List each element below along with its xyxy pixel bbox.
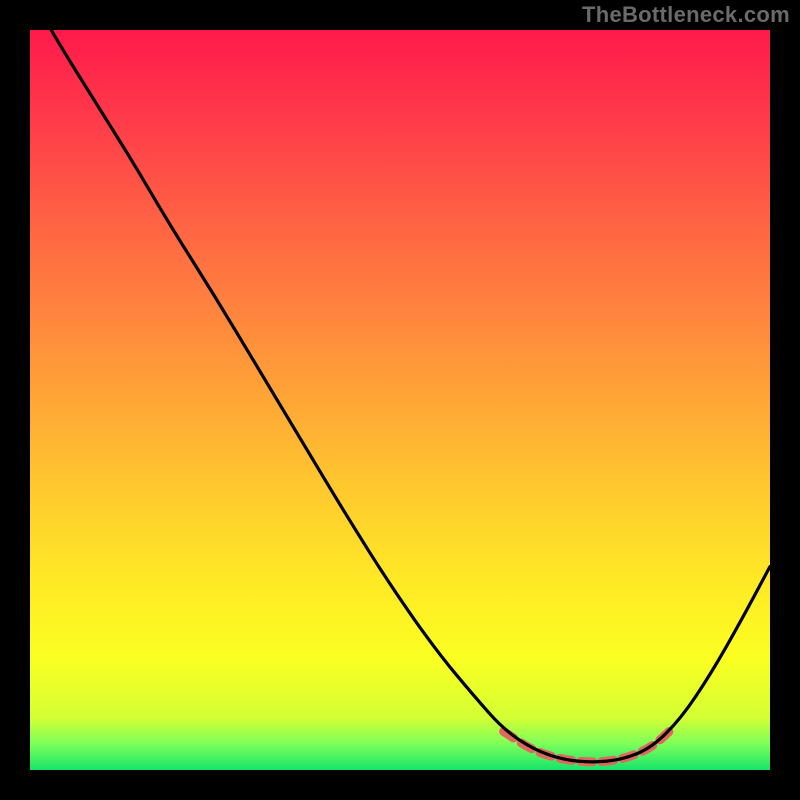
plot-area xyxy=(30,30,770,770)
curve-svg xyxy=(30,30,770,770)
main-curve xyxy=(30,30,770,762)
chart-frame: TheBottleneck.com xyxy=(0,0,800,800)
watermark-text: TheBottleneck.com xyxy=(582,2,790,28)
